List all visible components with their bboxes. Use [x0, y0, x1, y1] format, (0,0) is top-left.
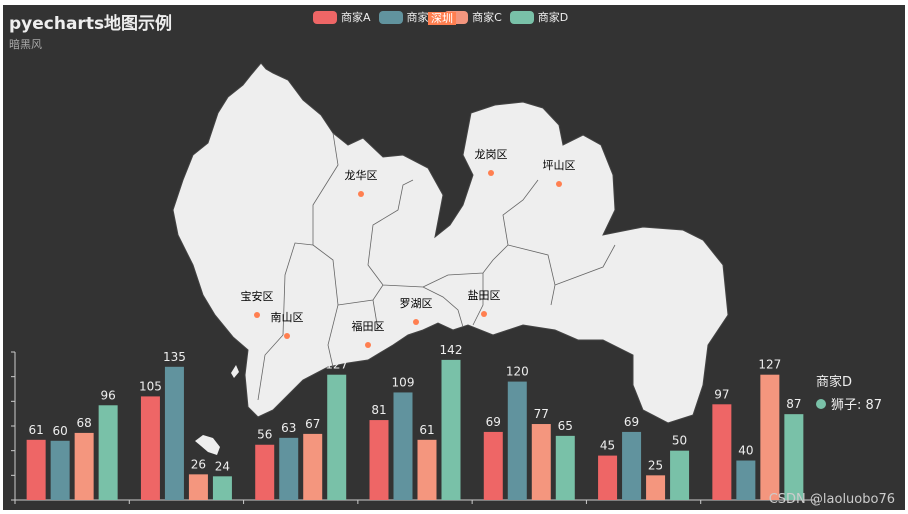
bar[interactable]: [441, 359, 461, 500]
district-label: 龙岗区: [475, 148, 508, 161]
bar-value-label: 25: [648, 458, 663, 472]
bar-value-label: 135: [163, 350, 186, 364]
bar-value-label: 68: [77, 416, 92, 430]
bar-value-label: 109: [392, 375, 415, 389]
bar[interactable]: [26, 439, 46, 500]
district-point[interactable]: [284, 333, 290, 339]
bar[interactable]: [483, 431, 503, 500]
district-point[interactable]: [254, 312, 260, 318]
bar[interactable]: [140, 396, 160, 500]
district-label: 福田区: [352, 319, 385, 333]
bar-value-label: 60: [53, 424, 68, 438]
bar[interactable]: [555, 435, 575, 500]
bar-value-label: 26: [191, 457, 206, 471]
district-label: 南山区: [271, 311, 304, 324]
tooltip-series: 商家D: [816, 375, 853, 390]
bar[interactable]: [279, 437, 299, 500]
chart-canvas: 龙华区 龙岗区坪山区宝安区南山区福田区 罗湖区 盐田区 61 105 56 81 69 45 97…: [3, 5, 905, 510]
bar[interactable]: [531, 424, 551, 500]
bar-value-label: 127: [325, 358, 348, 372]
bar-value-label: 69: [624, 415, 639, 429]
bar[interactable]: [212, 476, 232, 500]
bar[interactable]: [98, 405, 118, 500]
island-2: [195, 435, 220, 455]
legend-item-a[interactable]: 商家A: [313, 9, 371, 25]
bar-value-label: 81: [371, 403, 386, 417]
bar-value-label: 127: [758, 358, 781, 372]
district-point[interactable]: [358, 191, 364, 197]
legend-label-a: 商家A: [341, 11, 371, 24]
tooltip-text: 狮子: 87: [831, 398, 883, 413]
district-label: 宝安区: [241, 289, 274, 303]
bar[interactable]: [164, 366, 184, 500]
bar[interactable]: [74, 432, 94, 500]
bar[interactable]: [303, 433, 323, 500]
district-label: 龙华区: [345, 168, 378, 182]
bar-value-label: 40: [738, 444, 753, 458]
legend-swatch-d: [509, 10, 534, 24]
bar-value-label: 67: [305, 417, 320, 431]
legend-label-d: 商家D: [537, 11, 569, 24]
district-point[interactable]: [365, 342, 371, 348]
tooltip-row: 狮子: 87: [816, 394, 882, 413]
bar-value-label: 61: [29, 423, 44, 437]
tooltip-dot: [816, 398, 826, 409]
bar[interactable]: [327, 374, 347, 500]
bar[interactable]: [507, 381, 527, 500]
tooltip: 商家D 狮子: 87: [816, 371, 882, 413]
district-point[interactable]: [413, 319, 419, 325]
bar-value-label: 87: [786, 397, 801, 411]
watermark: CSDN @laoluobo76: [768, 492, 895, 507]
legend-item-d[interactable]: 商家D: [509, 9, 569, 25]
bar-value-label: 96: [101, 388, 116, 402]
bar[interactable]: [598, 455, 618, 500]
legend-swatch-a: [313, 10, 337, 24]
island-1: [231, 365, 239, 378]
bar-value-label: 63: [281, 421, 296, 435]
district-label: 罗湖区: [400, 297, 433, 310]
map-outline: [172, 62, 729, 424]
district-point[interactable]: [556, 181, 562, 187]
bar-value-label: 77: [534, 407, 549, 421]
district-point[interactable]: [488, 170, 494, 176]
bar[interactable]: [417, 439, 437, 500]
bar[interactable]: [670, 450, 690, 500]
bar-chart: 61 105 56 81 69 45 97 60 135 63 109 120 69 40 68 26 67 61…: [11, 343, 816, 504]
bar[interactable]: [712, 404, 732, 500]
bar[interactable]: [50, 440, 70, 500]
shenzhen-map: [172, 62, 729, 455]
bar-value-label: 24: [215, 459, 230, 473]
chart-subtitle: 暗黑风: [9, 38, 42, 51]
bar-value-label: 45: [600, 439, 615, 453]
bar-value-label: 97: [714, 387, 729, 401]
bar-value-label: 50: [672, 434, 687, 448]
district-label: 盐田区: [468, 289, 501, 302]
bar[interactable]: [622, 431, 642, 500]
legend-label-c: 商家C: [472, 11, 502, 24]
district-point[interactable]: [481, 311, 487, 317]
bar[interactable]: [760, 374, 780, 500]
bar[interactable]: [393, 392, 413, 500]
bar[interactable]: [736, 460, 756, 500]
bar-value-label: 61: [419, 423, 434, 437]
bar[interactable]: [369, 420, 389, 500]
bar-value-label: 120: [506, 365, 529, 379]
bar[interactable]: [784, 414, 804, 500]
bar-value-label: 65: [558, 419, 573, 433]
district-label: 坪山区: [543, 159, 576, 172]
map-region-tag[interactable]: 深圳: [428, 12, 456, 25]
chart-title: pyecharts地图示例: [9, 14, 173, 34]
district-borders: [257, 132, 616, 401]
bar-value-label: 105: [139, 379, 162, 393]
bar[interactable]: [646, 475, 666, 500]
bar[interactable]: [255, 444, 275, 500]
bar-value-label: 56: [257, 428, 272, 442]
bar-value-label: 142: [440, 343, 463, 357]
bar-value-label: 69: [486, 415, 501, 429]
legend-swatch-b: [378, 10, 403, 24]
bar[interactable]: [188, 474, 208, 500]
